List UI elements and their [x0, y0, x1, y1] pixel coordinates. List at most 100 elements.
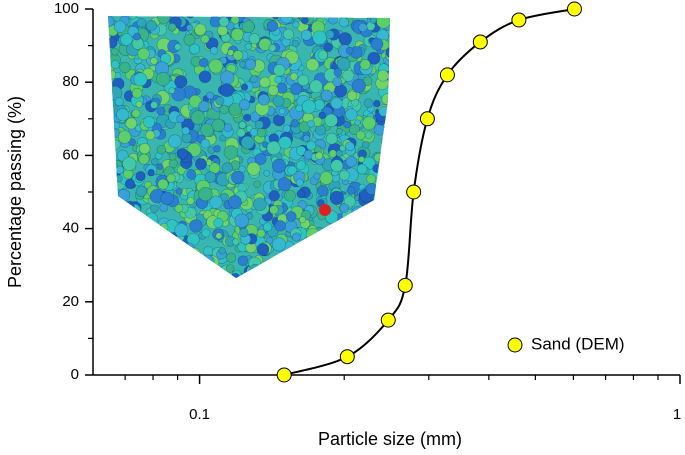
particle	[113, 221, 125, 233]
particle	[156, 144, 167, 155]
particle	[256, 243, 270, 256]
particle	[206, 91, 215, 100]
particle	[142, 252, 152, 263]
y-tick-label: 40	[62, 220, 79, 237]
particle	[286, 257, 294, 265]
particle	[159, 222, 169, 232]
particle	[325, 132, 338, 145]
particle	[180, 244, 189, 253]
particle	[386, 135, 390, 143]
particle	[382, 233, 390, 248]
particle	[330, 260, 339, 269]
particle	[368, 261, 378, 271]
particle	[332, 262, 347, 277]
particle	[370, 239, 385, 255]
x-tick-label: 0.1	[189, 406, 210, 423]
particle	[238, 121, 247, 129]
particle	[331, 245, 340, 253]
particle	[108, 203, 109, 211]
particle	[108, 160, 113, 168]
particle	[353, 237, 369, 253]
particle	[230, 272, 241, 278]
particle	[108, 68, 112, 76]
particle	[108, 217, 119, 231]
particle	[282, 124, 291, 133]
particle	[376, 228, 384, 236]
particle	[189, 219, 203, 233]
particle	[201, 228, 211, 238]
particle	[367, 51, 381, 65]
particle	[385, 137, 390, 147]
particle	[313, 172, 321, 180]
particle	[301, 250, 310, 259]
particle	[361, 141, 370, 149]
particle	[345, 46, 354, 55]
particle	[317, 49, 328, 61]
particle	[162, 266, 170, 275]
particle	[109, 235, 117, 244]
particle	[244, 58, 257, 71]
particle	[200, 34, 210, 44]
particle	[108, 206, 113, 218]
particle	[259, 76, 271, 88]
particle	[199, 267, 212, 278]
particle	[215, 232, 223, 240]
particle	[322, 265, 335, 278]
particle	[243, 113, 252, 122]
particle	[386, 203, 390, 218]
particle	[338, 17, 349, 28]
particle	[345, 155, 358, 168]
particle	[228, 102, 242, 117]
particle	[108, 254, 112, 263]
x-tick-label: 1	[673, 406, 681, 423]
particle	[259, 268, 269, 278]
particle	[186, 24, 194, 32]
particle	[223, 145, 239, 160]
particle	[108, 266, 114, 278]
particle	[203, 262, 215, 273]
particle	[257, 93, 270, 106]
particle	[302, 258, 310, 266]
particle	[142, 116, 156, 129]
particle	[333, 265, 342, 274]
particle	[219, 70, 235, 85]
particle	[113, 240, 126, 253]
particle	[240, 83, 249, 91]
particle	[298, 241, 307, 250]
particle	[358, 248, 368, 258]
particle	[271, 158, 287, 174]
particle	[368, 226, 377, 235]
particle	[108, 150, 109, 158]
particle	[144, 228, 154, 239]
particle	[174, 223, 189, 238]
particle	[343, 195, 356, 208]
particle	[306, 58, 320, 72]
particle	[110, 60, 120, 69]
particle	[195, 263, 205, 273]
data-point	[439, 67, 455, 83]
particle	[333, 273, 346, 278]
particle	[339, 170, 350, 181]
particle	[269, 264, 279, 274]
particle	[364, 271, 376, 278]
particle	[289, 72, 298, 81]
particle	[387, 104, 390, 112]
particle	[183, 33, 196, 46]
particle	[151, 157, 159, 166]
particle	[176, 247, 184, 255]
particle	[384, 138, 390, 147]
particle	[186, 247, 201, 262]
particle	[320, 89, 333, 102]
particle	[365, 276, 373, 278]
particle	[167, 264, 182, 278]
particle	[328, 149, 338, 158]
particle	[358, 22, 368, 33]
particle	[209, 46, 219, 55]
particle	[388, 238, 390, 245]
particle	[307, 119, 315, 128]
particle	[348, 253, 361, 265]
particle	[276, 263, 285, 272]
particle	[292, 256, 304, 268]
particle	[314, 260, 327, 273]
